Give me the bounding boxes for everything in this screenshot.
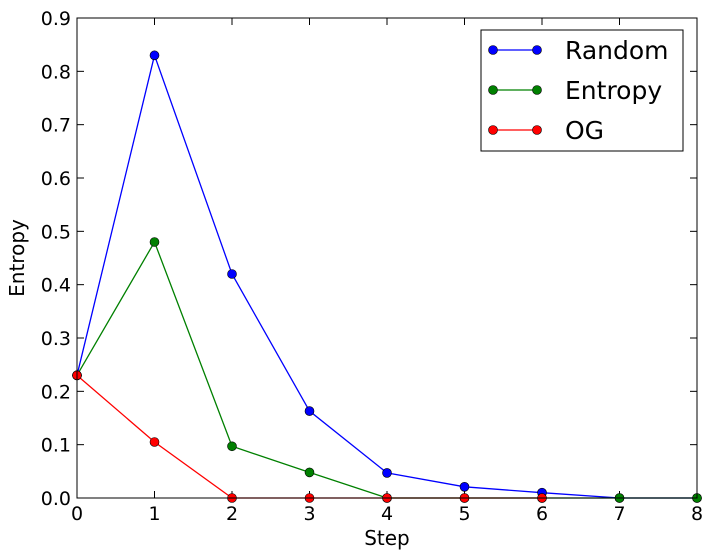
data-point [227,269,237,279]
legend-label: OG [565,116,604,145]
y-tick-label: 0.7 [41,115,71,137]
legend-entry: OG [488,116,604,145]
plot-frame [76,17,698,499]
y-axis-label: Entropy [5,219,29,297]
legend-label: Random [565,36,669,65]
x-tick-label: 7 [613,503,625,525]
legend-marker [488,45,498,55]
x-tick-label: 4 [381,503,393,525]
series-entropy [72,237,702,503]
x-tick-label: 0 [71,503,83,525]
data-point [227,441,237,452]
y-tick-label: 0.0 [41,488,71,510]
legend-marker [488,85,498,95]
x-tick-label: 3 [303,503,315,525]
series-line [76,374,542,499]
x-tick-label: 2 [226,503,238,525]
data-point [382,468,392,478]
x-tick-label: 5 [458,503,470,525]
series-line [76,240,697,499]
legend-marker [532,45,542,55]
data-point [304,467,315,478]
x-tick-label: 6 [536,503,548,525]
x-tick-label: 8 [691,503,703,525]
x-tick-label: 1 [148,503,160,525]
data-point [149,237,160,247]
data-point [149,50,160,61]
y-tick-label: 0.3 [41,328,71,350]
y-tick-label: 0.9 [41,8,71,30]
x-axis-label: Step [364,526,410,550]
y-tick-label: 0.5 [41,221,71,243]
y-tick-label: 0.6 [41,168,71,190]
y-tick-label: 0.1 [41,435,71,457]
y-tick-label: 0.8 [41,61,71,83]
legend-entry: Entropy [488,76,662,105]
data-point [459,481,470,492]
y-tick-label: 0.4 [41,275,71,297]
legend-marker [488,125,498,135]
y-tick-label: 0.2 [41,381,71,403]
legend-marker [532,125,542,135]
data-point [149,437,160,447]
legend: Random Entropy OG [480,29,684,152]
legend-marker [532,85,542,95]
data-point [304,406,315,416]
legend-label: Entropy [565,76,662,105]
series-og [72,370,547,503]
tick-labels: 0 1 2 3 4 5 6 7 8 0.0 0.1 0.2 0.3 0.4 0.5 0.6 0.7 0.8 0.9 [41,8,703,525]
legend-entry: Random [488,36,669,65]
